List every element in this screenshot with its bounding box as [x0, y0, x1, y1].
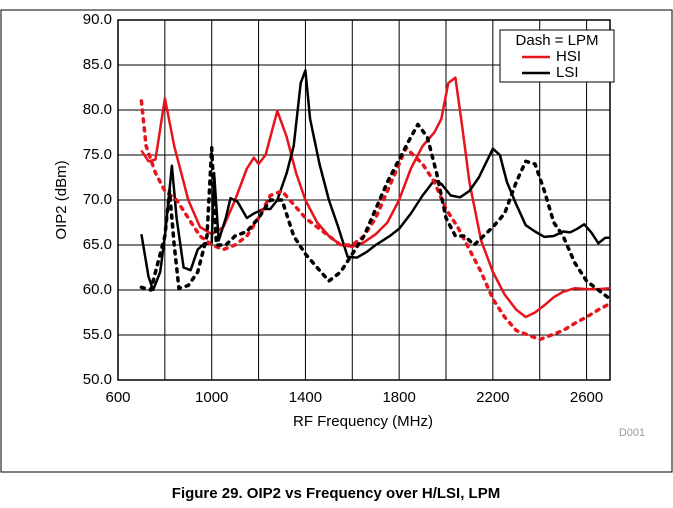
y-tick-label: 75.0 [83, 146, 112, 163]
x-tick-label: 1000 [195, 389, 228, 406]
legend-label: LSI [556, 64, 579, 81]
y-tick-label: 80.0 [83, 101, 112, 118]
x-tick-label: 1800 [382, 389, 415, 406]
y-tick-label: 65.0 [83, 236, 112, 253]
y-axis-label: OIP2 (dBm) [53, 160, 70, 239]
y-tick-label: 90.0 [83, 11, 112, 28]
legend-box [499, 29, 615, 83]
y-tick-label: 85.0 [83, 56, 112, 73]
x-axis-label: RF Frequency (MHz) [293, 413, 433, 430]
series-line [139, 99, 612, 342]
x-tick-label: 2600 [570, 389, 603, 406]
x-tick-label: 600 [105, 389, 130, 406]
series-line [140, 76, 611, 319]
y-tick-label: 50.0 [83, 371, 112, 388]
x-tick-label: 1400 [289, 389, 322, 406]
y-tick-label: 55.0 [83, 326, 112, 343]
frame [0, 9, 673, 473]
x-tick-label: 2200 [476, 389, 509, 406]
legend-title: Dash = LPM [516, 32, 599, 49]
series-line [139, 122, 612, 301]
plot-frame [117, 19, 611, 381]
figure-id: D001 [619, 427, 645, 439]
caption: Figure 29. OIP2 vs Frequency over H/LSI,… [172, 485, 500, 502]
y-tick-label: 70.0 [83, 191, 112, 208]
legend-label: HSI [556, 48, 581, 65]
y-tick-label: 60.0 [83, 281, 112, 298]
